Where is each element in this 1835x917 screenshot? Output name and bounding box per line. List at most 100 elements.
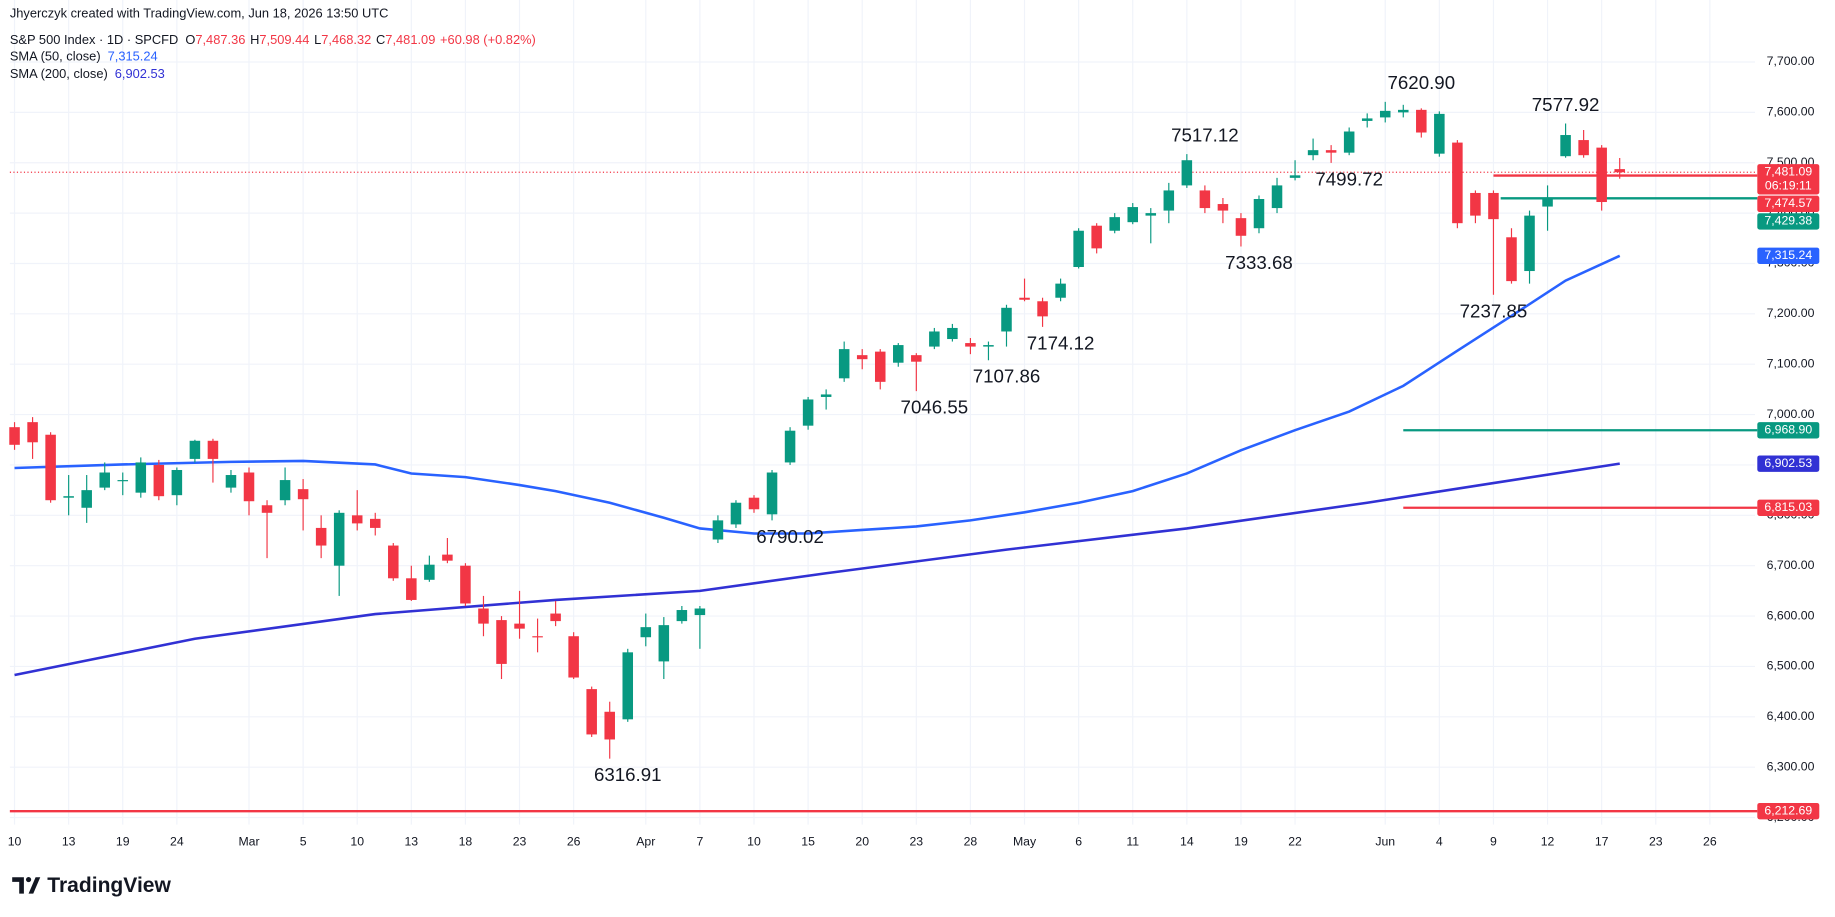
price-annotation: 7517.12 bbox=[1171, 125, 1239, 146]
ohlc-value: 7,468.32 bbox=[321, 32, 371, 47]
candle-body bbox=[1434, 113, 1445, 154]
x-tick-label: 4 bbox=[1436, 834, 1443, 848]
candle-body bbox=[27, 422, 38, 443]
x-tick-label: Mar bbox=[238, 834, 259, 848]
ohlc-value: 7,487.36 bbox=[195, 32, 245, 47]
legend-entry: SMA (50, close) 7,315.24 bbox=[10, 49, 158, 64]
candle-body bbox=[1109, 217, 1120, 231]
brand: TradingView bbox=[47, 874, 171, 897]
y-tick-label: 7,100.00 bbox=[1767, 356, 1815, 370]
candle-body bbox=[658, 625, 670, 662]
price-annotation: 7620.90 bbox=[1388, 72, 1456, 93]
y-tick-label: 7,200.00 bbox=[1767, 306, 1815, 320]
candle-body bbox=[676, 610, 688, 622]
candle-body bbox=[568, 636, 579, 678]
candle-body bbox=[243, 472, 255, 502]
price-badge bbox=[1757, 499, 1820, 516]
logo-dot bbox=[25, 876, 32, 883]
x-tick-label: 20 bbox=[855, 834, 869, 848]
x-tick-label: Apr bbox=[636, 834, 655, 848]
candle-body bbox=[983, 345, 994, 347]
x-tick-label: 28 bbox=[964, 834, 978, 848]
candle-body bbox=[1073, 230, 1084, 268]
candle-body bbox=[1524, 215, 1535, 272]
candle-body bbox=[478, 608, 489, 624]
sma-line bbox=[14, 462, 1620, 677]
candle-body bbox=[604, 711, 615, 740]
x-tick-label: 11 bbox=[1126, 834, 1139, 848]
price-badge bbox=[1757, 213, 1820, 230]
price-badge-label: 6,968.90 bbox=[1764, 423, 1812, 437]
candle-body bbox=[351, 515, 363, 524]
candle-body bbox=[63, 496, 74, 498]
candle-body bbox=[117, 480, 129, 482]
ohlc-value: 7,509.44 bbox=[259, 32, 309, 47]
countdown: 06:19:11 bbox=[1765, 179, 1812, 193]
candle-body bbox=[766, 472, 778, 515]
candle-body bbox=[1560, 135, 1571, 157]
candle-body bbox=[1091, 225, 1102, 249]
candle-body bbox=[1470, 192, 1481, 216]
candle-body bbox=[1343, 131, 1355, 153]
x-tick-label: Jun bbox=[1375, 834, 1395, 848]
price-badge-label: 7,429.38 bbox=[1764, 214, 1812, 228]
candle-body bbox=[820, 394, 832, 397]
symbol-title: S&P 500 Index · 1D · SPCFD bbox=[10, 32, 178, 47]
x-tick-label: 19 bbox=[1234, 834, 1248, 848]
candle-body bbox=[1199, 190, 1211, 209]
x-tick-label: 12 bbox=[1541, 834, 1555, 848]
x-tick-label: 10 bbox=[747, 834, 761, 848]
candle-body bbox=[893, 345, 904, 363]
candle-body bbox=[640, 627, 652, 638]
attribution: Jhyerczyk created with TradingView.com, … bbox=[10, 5, 389, 20]
x-tick-label: 23 bbox=[909, 834, 923, 848]
candle-body bbox=[207, 440, 219, 459]
candle-body bbox=[279, 480, 291, 501]
candle-body bbox=[784, 430, 796, 463]
price-annotation: 7237.85 bbox=[1460, 300, 1528, 321]
y-tick-label: 6,600.00 bbox=[1767, 608, 1815, 622]
price-badge bbox=[1757, 422, 1820, 439]
candle-body bbox=[1145, 213, 1157, 216]
candle-body bbox=[1289, 175, 1301, 178]
x-tick-label: 13 bbox=[62, 834, 76, 848]
candle-body bbox=[1181, 160, 1193, 186]
candle-body bbox=[45, 434, 56, 501]
candle-body bbox=[315, 527, 327, 546]
candle-body bbox=[532, 636, 543, 638]
price-badge bbox=[1757, 455, 1820, 472]
x-tick-label: 5 bbox=[300, 834, 307, 848]
legend-value: 6,902.53 bbox=[115, 66, 165, 81]
x-tick-label: 23 bbox=[1649, 834, 1663, 848]
x-tick-label: 19 bbox=[116, 834, 130, 848]
candle-body bbox=[1253, 199, 1265, 229]
candle-body bbox=[333, 512, 345, 566]
candle-body bbox=[9, 427, 20, 445]
y-tick-label: 7,600.00 bbox=[1767, 105, 1815, 119]
x-tick-label: 26 bbox=[1703, 834, 1717, 848]
candle-body bbox=[261, 505, 273, 513]
candle-body bbox=[694, 608, 706, 616]
candle-body bbox=[1488, 192, 1499, 220]
x-tick-label: 23 bbox=[513, 834, 527, 848]
candle-body bbox=[1001, 307, 1012, 332]
legend-entry: SMA (200, close) 6,902.53 bbox=[10, 66, 165, 81]
x-tick-label: 10 bbox=[350, 834, 364, 848]
candle-body bbox=[1379, 110, 1391, 118]
candle-body bbox=[911, 355, 922, 362]
x-tick-label: 18 bbox=[459, 834, 473, 848]
sma-line bbox=[14, 254, 1621, 535]
candle-body bbox=[442, 554, 453, 561]
x-tick-label: 15 bbox=[801, 834, 815, 848]
candle-body bbox=[1307, 150, 1319, 156]
candle-body bbox=[99, 472, 110, 488]
price-badge-label: 7,474.57 bbox=[1764, 196, 1812, 210]
ohlc-key: C bbox=[376, 32, 385, 47]
plot bbox=[9, 101, 1758, 813]
candle-body bbox=[550, 613, 561, 622]
candle-body bbox=[1398, 109, 1409, 113]
ohlc-key: H bbox=[250, 32, 259, 47]
candle-body bbox=[297, 489, 309, 500]
x-tick-label: May bbox=[1013, 834, 1037, 848]
